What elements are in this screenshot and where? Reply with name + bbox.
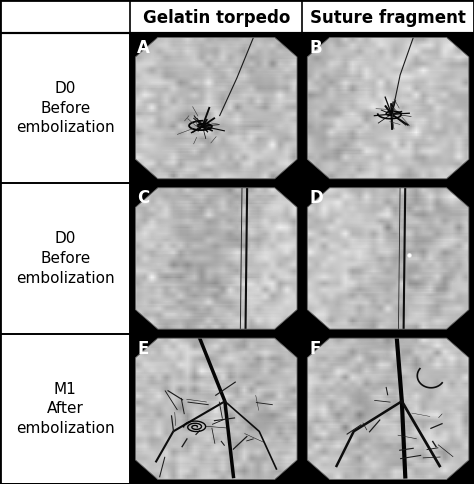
Text: Suture fragment: Suture fragment	[310, 9, 466, 27]
Text: E: E	[137, 340, 148, 358]
PathPatch shape	[307, 188, 469, 329]
Text: Gelatin torpedo: Gelatin torpedo	[143, 9, 290, 27]
PathPatch shape	[136, 188, 297, 329]
Polygon shape	[130, 33, 302, 183]
Text: B: B	[309, 39, 322, 57]
Text: F: F	[309, 340, 320, 358]
Text: D0
Before
embolization: D0 Before embolization	[16, 81, 115, 136]
Polygon shape	[130, 183, 302, 333]
Text: D0
Before
embolization: D0 Before embolization	[16, 231, 115, 286]
Text: C: C	[137, 189, 149, 207]
Polygon shape	[130, 333, 302, 484]
PathPatch shape	[307, 338, 469, 480]
Polygon shape	[302, 333, 474, 484]
Polygon shape	[302, 183, 474, 333]
PathPatch shape	[307, 37, 469, 179]
Text: M1
After
embolization: M1 After embolization	[16, 381, 115, 436]
PathPatch shape	[136, 338, 297, 480]
Text: A: A	[137, 39, 150, 57]
Text: D: D	[309, 189, 323, 207]
Polygon shape	[302, 33, 474, 183]
PathPatch shape	[136, 37, 297, 179]
